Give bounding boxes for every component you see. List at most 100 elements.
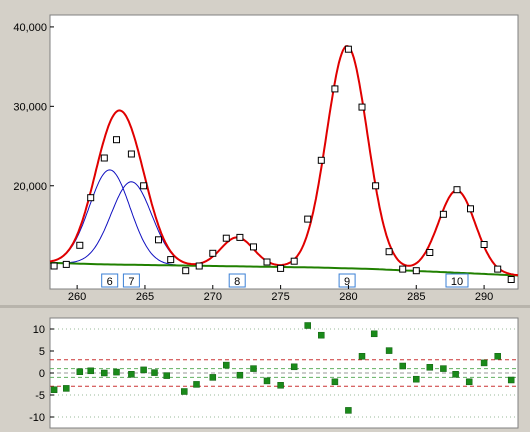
residual-point — [494, 353, 501, 360]
residual-point — [426, 364, 434, 371]
data-point — [50, 262, 58, 270]
residual-point — [181, 388, 188, 395]
data-point — [412, 267, 420, 275]
data-point — [76, 241, 84, 249]
data-point — [263, 258, 271, 266]
peak-label-box-8 — [228, 273, 246, 288]
data-point — [195, 262, 203, 270]
residual-y-tick-label: 10 — [33, 324, 45, 336]
peak-label-6: 6 — [107, 276, 113, 288]
y-tick-label-30000: 30,000 — [13, 101, 47, 113]
data-point — [155, 236, 162, 244]
data-point — [236, 233, 244, 241]
peak-label-10: 10 — [451, 276, 463, 288]
residual-point — [50, 386, 58, 393]
panel-separator — [0, 305, 530, 308]
x-tick-label-270: 270 — [204, 291, 222, 303]
y-tick-label-40000: 40,000 — [13, 22, 47, 34]
x-tick-label-290: 290 — [475, 291, 493, 303]
residual-point — [87, 367, 94, 375]
fit-curve — [49, 44, 519, 277]
residual-point — [345, 407, 352, 414]
residual-y-tick-label: -5 — [35, 390, 45, 402]
peak-label-9: 9 — [344, 276, 350, 288]
data-point — [399, 265, 407, 273]
data-point — [385, 248, 393, 256]
residual-point — [465, 378, 473, 386]
residual-point — [250, 365, 257, 372]
data-point — [290, 257, 298, 265]
data-point — [140, 182, 148, 190]
residual-point — [331, 378, 339, 386]
data-point — [167, 256, 175, 264]
data-point — [439, 210, 447, 218]
residual-point — [440, 365, 447, 372]
data-point — [507, 276, 515, 283]
peak-label-7: 7 — [128, 276, 134, 288]
residual-point — [385, 347, 393, 354]
x-tick-label-285: 285 — [407, 291, 425, 303]
residual-point — [358, 353, 366, 360]
residual-point — [101, 369, 108, 377]
x-tick-label-280: 280 — [339, 291, 357, 303]
peak-label-box-10 — [445, 273, 469, 288]
residual-point — [236, 371, 244, 379]
data-point — [182, 267, 190, 275]
residual-point — [113, 368, 120, 376]
residual-point — [128, 371, 135, 378]
data-point — [372, 182, 380, 190]
residual-point — [209, 374, 217, 381]
data-point — [304, 215, 312, 223]
peak-label-8: 8 — [234, 276, 240, 288]
data-point — [426, 249, 434, 256]
residual-y-tick-label: -10 — [29, 412, 45, 424]
residual-point — [304, 322, 311, 329]
residual-point — [290, 363, 298, 371]
residual-point — [507, 376, 515, 384]
data-point — [127, 150, 135, 158]
residual-point — [318, 331, 325, 339]
data-point — [467, 205, 474, 213]
main-chart-layer: 6 7 8 9 10 260 265 270 275 280 285 290 20,000 30,000 4… — [13, 22, 519, 303]
residual-point — [399, 362, 406, 370]
residual-point — [277, 382, 284, 389]
residual-point — [370, 330, 378, 338]
peak-label-box-6 — [101, 273, 119, 288]
data-point — [317, 156, 325, 164]
peak-label-box-9 — [338, 273, 356, 288]
residual-point — [151, 369, 158, 376]
data-point — [331, 85, 339, 93]
residual-point — [163, 372, 170, 379]
residual-point — [140, 366, 147, 374]
data-point — [209, 249, 217, 257]
residual-y-tick-label: 0 — [39, 368, 45, 380]
data-point — [113, 136, 120, 144]
residual-point — [223, 361, 230, 369]
data-point — [222, 234, 230, 242]
data-point — [100, 154, 108, 162]
x-tick-label-275: 275 — [271, 291, 289, 303]
data-point — [480, 241, 488, 248]
data-point — [62, 260, 70, 268]
data-point — [453, 186, 461, 194]
x-tick-label-265: 265 — [136, 291, 154, 303]
residual-point — [63, 385, 70, 392]
data-point — [277, 264, 285, 272]
residual-point — [480, 359, 488, 367]
y-tick-label-20000: 20,000 — [13, 181, 47, 193]
residual-point — [76, 368, 84, 375]
residual-y-tick-label: 5 — [39, 346, 45, 358]
residual-point — [263, 377, 271, 385]
peak-label-box-7 — [122, 273, 140, 288]
residual-point — [193, 381, 200, 388]
residual-chart-layer: 10 5 0 -5 -10 — [29, 322, 518, 424]
data-point — [250, 243, 257, 251]
x-tick-label-260: 260 — [68, 291, 86, 303]
residual-point — [413, 375, 420, 383]
residual-point — [452, 371, 459, 378]
main-plot-area — [49, 14, 519, 290]
data-point — [358, 103, 366, 111]
data-point — [87, 194, 95, 202]
